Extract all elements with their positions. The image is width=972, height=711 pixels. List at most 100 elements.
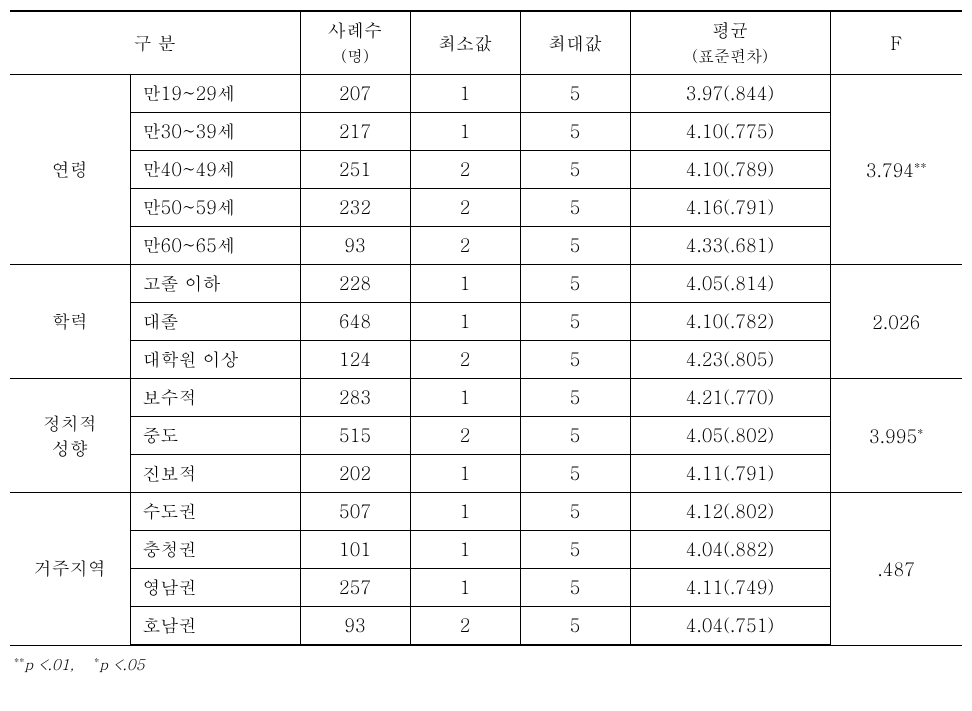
cell-n: 507 [300, 493, 410, 531]
cell-max: 5 [520, 75, 630, 113]
header-category: 구 분 [10, 11, 300, 75]
cell-n: 124 [300, 341, 410, 379]
cell-F: .487 [830, 493, 962, 646]
header-n-sub: (명) [341, 44, 369, 67]
subgroup-label: 고졸 이하 [130, 265, 300, 303]
header-max: 최대값 [520, 11, 630, 75]
cell-n: 93 [300, 607, 410, 646]
F-value: 2.026 [872, 310, 920, 335]
cell-n: 217 [300, 113, 410, 151]
cell-mean: 3.97(.844) [630, 75, 830, 113]
cell-n: 202 [300, 455, 410, 493]
cell-max: 5 [520, 417, 630, 455]
table-row: 충청권101154.04(.882) [10, 531, 962, 569]
cell-mean: 4.11(.791) [630, 455, 830, 493]
cell-max: 5 [520, 265, 630, 303]
cell-n: 207 [300, 75, 410, 113]
cell-max: 5 [520, 493, 630, 531]
footnote-p01: p <.01, [25, 654, 75, 675]
F-star: ** [914, 156, 927, 174]
subgroup-label: 만30~39세 [130, 113, 300, 151]
cell-min: 2 [410, 341, 520, 379]
cell-mean: 4.12(.802) [630, 493, 830, 531]
cell-max: 5 [520, 189, 630, 227]
cell-F: 2.026 [830, 265, 962, 379]
cell-n: 283 [300, 379, 410, 417]
table-row: 학력고졸 이하228154.05(.814)2.026 [10, 265, 962, 303]
table-row: 만60~65세93254.33(.681) [10, 227, 962, 265]
cell-max: 5 [520, 341, 630, 379]
subgroup-label: 충청권 [130, 531, 300, 569]
cell-mean: 4.10(.782) [630, 303, 830, 341]
cell-min: 2 [410, 417, 520, 455]
cell-min: 2 [410, 189, 520, 227]
cell-min: 2 [410, 607, 520, 646]
table-row: 대졸648154.10(.782) [10, 303, 962, 341]
subgroup-label: 수도권 [130, 493, 300, 531]
cell-min: 1 [410, 379, 520, 417]
cell-mean: 4.04(.882) [630, 531, 830, 569]
cell-min: 1 [410, 569, 520, 607]
table-row: 거주지역수도권507154.12(.802).487 [10, 493, 962, 531]
subgroup-label: 호남권 [130, 607, 300, 646]
table-row: 중도515254.05(.802) [10, 417, 962, 455]
subgroup-label: 대학원 이상 [130, 341, 300, 379]
cell-max: 5 [520, 227, 630, 265]
cell-max: 5 [520, 151, 630, 189]
cell-F: 3.794** [830, 75, 962, 265]
subgroup-label: 만40~49세 [130, 151, 300, 189]
anova-table: 구 분 사례수 (명) 최소값 최대값 평균 (표준편차) F 연령만19~29… [10, 10, 962, 646]
cell-mean: 4.05(.814) [630, 265, 830, 303]
footnote: **p <.01, *p <.05 [10, 646, 962, 675]
cell-max: 5 [520, 531, 630, 569]
footnote-dstar: ** [14, 652, 25, 667]
cell-mean: 4.11(.749) [630, 569, 830, 607]
table-row: 영남권257154.11(.749) [10, 569, 962, 607]
table-row: 만40~49세251254.10(.789) [10, 151, 962, 189]
group-label: 학력 [10, 265, 130, 379]
subgroup-label: 영남권 [130, 569, 300, 607]
group-label: 거주지역 [10, 493, 130, 646]
group-label: 연령 [10, 75, 130, 265]
header-mean-sub: (표준편차) [692, 44, 768, 67]
subgroup-label: 대졸 [130, 303, 300, 341]
cell-min: 1 [410, 265, 520, 303]
F-value: 3.995 [869, 424, 917, 449]
cell-mean: 4.16(.791) [630, 189, 830, 227]
cell-mean: 4.04(.751) [630, 607, 830, 646]
cell-min: 2 [410, 151, 520, 189]
subgroup-label: 중도 [130, 417, 300, 455]
header-mean: 평균 (표준편차) [630, 11, 830, 75]
subgroup-label: 만60~65세 [130, 227, 300, 265]
cell-max: 5 [520, 379, 630, 417]
header-min: 최소값 [410, 11, 520, 75]
subgroup-label: 만19~29세 [130, 75, 300, 113]
cell-min: 2 [410, 227, 520, 265]
group-label: 정치적 성향 [10, 379, 130, 493]
header-mean-label: 평균 [712, 18, 748, 43]
cell-n: 93 [300, 227, 410, 265]
table-row: 만30~39세217154.10(.775) [10, 113, 962, 151]
cell-mean: 4.33(.681) [630, 227, 830, 265]
F-value: .487 [878, 557, 915, 582]
cell-min: 1 [410, 493, 520, 531]
cell-mean: 4.23(.805) [630, 341, 830, 379]
cell-n: 228 [300, 265, 410, 303]
cell-min: 1 [410, 531, 520, 569]
cell-n: 648 [300, 303, 410, 341]
cell-min: 1 [410, 113, 520, 151]
cell-mean: 4.10(.789) [630, 151, 830, 189]
cell-max: 5 [520, 113, 630, 151]
table-row: 정치적 성향보수적283154.21(.770)3.995* [10, 379, 962, 417]
footnote-p05: p <.05 [99, 654, 144, 675]
subgroup-label: 만50~59세 [130, 189, 300, 227]
cell-mean: 4.10(.775) [630, 113, 830, 151]
cell-min: 1 [410, 75, 520, 113]
header-n-label: 사례수 [328, 18, 382, 43]
subgroup-label: 진보적 [130, 455, 300, 493]
cell-max: 5 [520, 455, 630, 493]
cell-n: 251 [300, 151, 410, 189]
F-value: 3.794 [866, 158, 914, 183]
cell-mean: 4.05(.802) [630, 417, 830, 455]
cell-min: 1 [410, 303, 520, 341]
